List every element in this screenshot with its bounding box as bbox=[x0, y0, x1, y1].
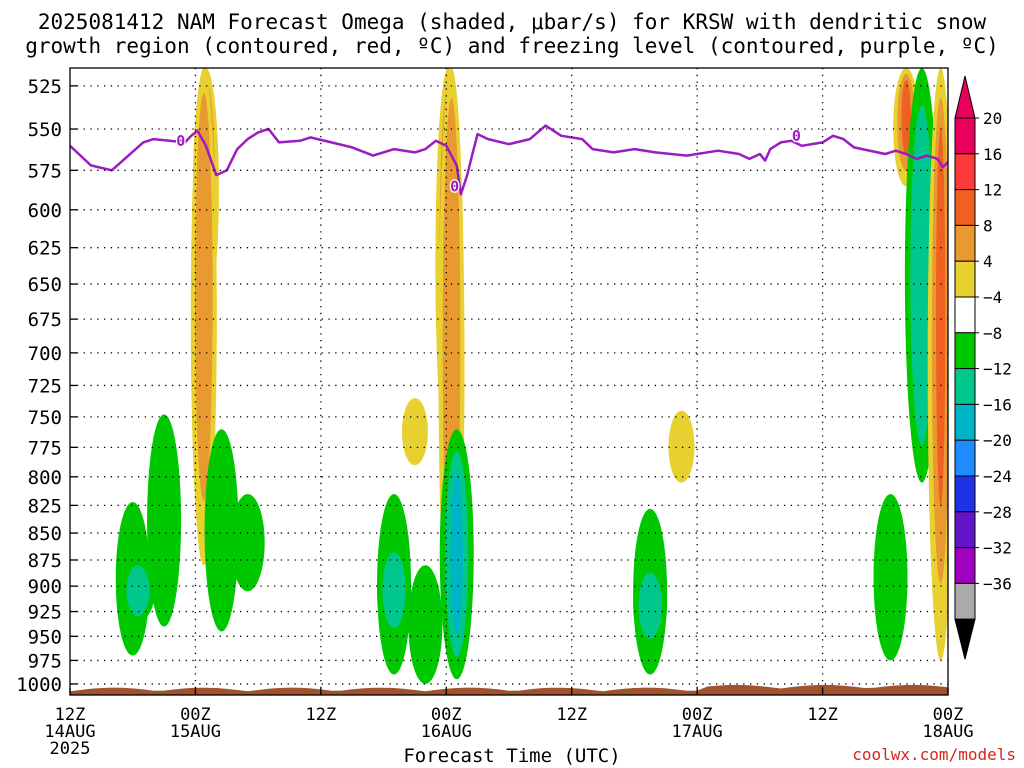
colorbar-segment-0 bbox=[954, 117, 976, 155]
colorbar-segment-3 bbox=[954, 224, 976, 262]
y-tick-label-800: 800 bbox=[28, 467, 62, 489]
x-tick-label-72-0: 12Z bbox=[807, 705, 838, 725]
y-tick-label-750: 750 bbox=[28, 407, 62, 429]
colorbar-segment-13 bbox=[954, 582, 976, 620]
omega-region-neg-17-m8 bbox=[873, 494, 908, 661]
y-tick-label-1000: 1000 bbox=[16, 674, 62, 696]
colorbar-label-4: 4 bbox=[983, 252, 993, 271]
surface-terrain bbox=[70, 684, 948, 695]
credit-text: coolwx.com/models bbox=[852, 745, 1016, 764]
colorbar-segment-11 bbox=[954, 511, 976, 549]
x-tick-label-36-1: 16AUG bbox=[421, 722, 472, 742]
y-tick-label-775: 775 bbox=[28, 437, 62, 459]
omega-region-neg-5-m8 bbox=[204, 429, 239, 632]
colorbar-label-3: 8 bbox=[983, 216, 993, 235]
y-tick-label-875: 875 bbox=[28, 550, 62, 572]
colorbar-segment-4 bbox=[954, 260, 976, 298]
y-tick-label-925: 925 bbox=[28, 602, 62, 624]
y-tick-label-950: 950 bbox=[28, 626, 62, 648]
omega-region-pos-20-12 bbox=[936, 127, 946, 507]
x-tick-label-48-0: 12Z bbox=[556, 705, 587, 725]
omega-region-pos-16-4 bbox=[668, 410, 695, 483]
colorbar-segment-7 bbox=[954, 368, 976, 405]
omega-region-neg-6-m8 bbox=[230, 494, 265, 592]
x-tick-label-84-0: 00Z bbox=[933, 705, 964, 725]
colorbar-label-10: −24 bbox=[983, 467, 1012, 486]
omega-region-neg-2-m8 bbox=[147, 414, 182, 627]
colorbar-label-1: 16 bbox=[983, 145, 1002, 164]
colorbar-label-7: −12 bbox=[983, 360, 1012, 379]
x-tick-label-36-0: 00Z bbox=[431, 705, 462, 725]
colorbar-segment-10 bbox=[954, 475, 976, 513]
x-tick-label-84-1: 18AUG bbox=[922, 722, 973, 742]
freezing-level-label-1: 0 bbox=[450, 177, 459, 195]
omega-region-neg-13-m16 bbox=[450, 474, 463, 635]
colorbar-top-triangle bbox=[954, 75, 976, 119]
x-tick-label-60-0: 00Z bbox=[682, 705, 713, 725]
y-tick-label-975: 975 bbox=[28, 650, 62, 672]
x-tick-label-0-1: 14AUG bbox=[44, 722, 95, 742]
x-tick-label-24-0: 12Z bbox=[305, 705, 336, 725]
colorbar-label-13: −36 bbox=[983, 574, 1012, 593]
x-axis-label: Forecast Time (UTC) bbox=[403, 745, 621, 767]
y-tick-label-525: 525 bbox=[28, 76, 62, 98]
y-tick-label-675: 675 bbox=[28, 309, 62, 331]
y-tick-label-625: 625 bbox=[28, 238, 62, 260]
x-tick-label-60-1: 17AUG bbox=[672, 722, 723, 742]
y-tick-label-900: 900 bbox=[28, 576, 62, 598]
omega-region-pos-9-4 bbox=[401, 398, 428, 466]
y-tick-label-550: 550 bbox=[28, 119, 62, 141]
colorbar-label-2: 12 bbox=[983, 181, 1002, 200]
colorbar-segment-1 bbox=[954, 153, 976, 191]
plot-area: 0 0 0 bbox=[70, 68, 948, 695]
colorbar-segment-12 bbox=[954, 547, 976, 584]
x-tick-label-12-1: 15AUG bbox=[170, 722, 221, 742]
colorbar-label-12: −32 bbox=[983, 539, 1012, 558]
freezing-level-label-0: 0 bbox=[176, 132, 185, 150]
y-tick-label-600: 600 bbox=[28, 200, 62, 222]
colorbar-segment-8 bbox=[954, 403, 976, 441]
y-tick-label-575: 575 bbox=[28, 160, 62, 182]
colorbar-segment-9 bbox=[954, 439, 976, 477]
omega-region-pos-18-12 bbox=[901, 79, 911, 156]
chart-title-line-2: growth region (contoured, red, ºC) and f… bbox=[25, 34, 999, 58]
y-tick-label-700: 700 bbox=[28, 343, 62, 365]
omega-region-neg-15-m12 bbox=[638, 572, 662, 639]
chart-title-line-1: 2025081412 NAM Forecast Omega (shaded, μ… bbox=[37, 10, 987, 34]
freezing-level-label-2: 0 bbox=[792, 127, 801, 145]
x-tick-label-12-0: 00Z bbox=[180, 705, 211, 725]
y-tick-label-650: 650 bbox=[28, 274, 62, 296]
y-tick-label-825: 825 bbox=[28, 495, 62, 517]
colorbar-label-8: −16 bbox=[983, 395, 1012, 414]
colorbar-label-6: −8 bbox=[983, 324, 1002, 343]
colorbar-label-0: 20 bbox=[983, 109, 1002, 128]
colorbar-segment-5 bbox=[954, 296, 976, 334]
colorbar-label-5: −4 bbox=[983, 288, 1002, 307]
freezing-level-line bbox=[70, 124, 948, 196]
x-tick-label-0-2: 2025 bbox=[50, 739, 91, 759]
colorbar-segment-6 bbox=[954, 332, 976, 370]
x-tick-label-0-0: 12Z bbox=[55, 705, 86, 725]
colorbar-label-9: −20 bbox=[983, 431, 1012, 450]
y-tick-label-850: 850 bbox=[28, 523, 62, 545]
y-tick-label-725: 725 bbox=[28, 375, 62, 397]
omega-region-neg-1-m12 bbox=[126, 565, 150, 617]
plot-frame bbox=[69, 67, 949, 696]
colorbar-segment-2 bbox=[954, 189, 976, 226]
colorbar-label-11: −28 bbox=[983, 503, 1012, 522]
omega-region-neg-19-m12 bbox=[910, 105, 934, 446]
omega-region-neg-10-m8 bbox=[408, 565, 443, 684]
colorbar-bottom-triangle bbox=[954, 618, 976, 660]
omega-region-neg-8-m12 bbox=[382, 552, 406, 629]
omega-region-pos-4-8 bbox=[194, 92, 213, 501]
